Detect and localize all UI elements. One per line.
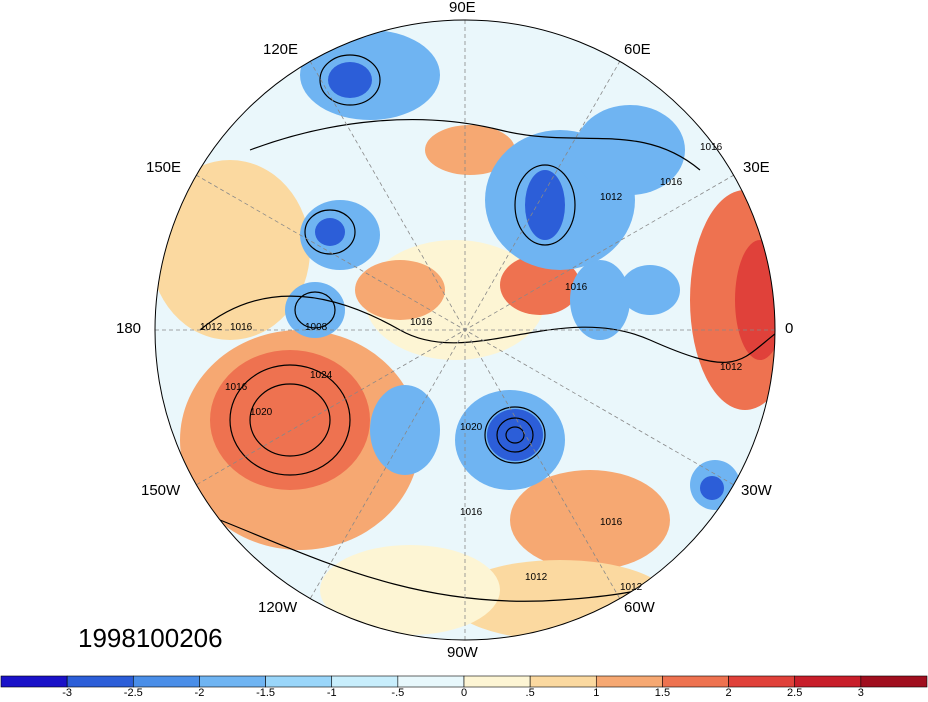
graticule [155, 20, 775, 640]
contour-label: 1020 [460, 422, 483, 433]
contour-label: 1020 [250, 407, 273, 418]
colorbar-tick-label: 2.5 [787, 687, 803, 699]
contour-label: 1016 [600, 517, 623, 528]
colorbar-swatch [728, 675, 796, 688]
colorbar-swatch [132, 675, 200, 688]
colorbar-tick-label: -2 [194, 687, 205, 699]
longitude-label-180: 180 [116, 320, 142, 337]
longitude-label-30w: 30W [741, 482, 772, 499]
longitude-label-150e: 150E [146, 159, 182, 176]
colorbar-tick-label: 2 [725, 687, 732, 699]
contour-label: 1012 [525, 572, 548, 583]
colorbar-tick-label: -.5 [391, 687, 405, 699]
colorbar-swatch [595, 675, 663, 688]
colorbar-swatch [66, 675, 134, 688]
colorbar-tick-label: 1 [593, 687, 600, 699]
contour-label: 1016 [225, 382, 248, 393]
colorbar-tick-label: -3 [62, 687, 73, 699]
colorbar-swatch [331, 675, 399, 688]
longitude-label-60e: 60E [624, 41, 651, 58]
contour-label: 1016 [460, 507, 483, 518]
contour-label: 1016 [410, 317, 433, 328]
contour-label: 1008 [305, 322, 328, 333]
longitude-label-120w: 120W [258, 599, 298, 616]
contour-label: 1024 [310, 370, 333, 381]
longitude-label-90w: 90W [447, 644, 478, 661]
longitude-label-120e: 120E [263, 41, 299, 58]
contour-label: 1012 [620, 582, 643, 593]
colorbar [0, 675, 928, 688]
colorbar-swatch [860, 675, 928, 688]
colorbar-tick-label: -1 [326, 687, 337, 699]
contour-label: 1012 [720, 362, 743, 373]
longitude-label-150w: 150W [141, 482, 181, 499]
contour-label: 1012 [200, 322, 223, 333]
contour-label: 1012 [600, 192, 623, 203]
colorbar-swatch [794, 675, 862, 688]
colorbar-swatch [529, 675, 597, 688]
colorbar-tick-label: 3 [857, 687, 864, 699]
colorbar-swatch [265, 675, 333, 688]
longitude-label-0: 0 [785, 320, 794, 337]
colorbar-tick-label: .5 [525, 687, 535, 699]
colorbar-swatch [397, 675, 465, 688]
contour-label: 1016 [230, 322, 253, 333]
colorbar-tick-label: 1.5 [654, 687, 671, 699]
contour-label: 1016 [660, 177, 683, 188]
longitude-label-60w: 60W [624, 599, 655, 616]
colorbar-swatch [199, 675, 266, 688]
colorbar-tick-label: -2.5 [123, 687, 143, 699]
contour-label: 1016 [565, 282, 588, 293]
colorbar-tick-label: 0 [460, 687, 468, 699]
colorbar-tick-label: -1.5 [256, 687, 276, 699]
contour-label: 1016 [700, 142, 723, 153]
longitude-label-30e: 30E [743, 159, 770, 176]
date-label: 1998100206 [78, 623, 223, 653]
colorbar-swatch [662, 675, 729, 688]
colorbar-swatch [0, 675, 68, 688]
longitude-label-90e: 90E [449, 0, 476, 16]
colorbar-swatch [463, 675, 531, 688]
